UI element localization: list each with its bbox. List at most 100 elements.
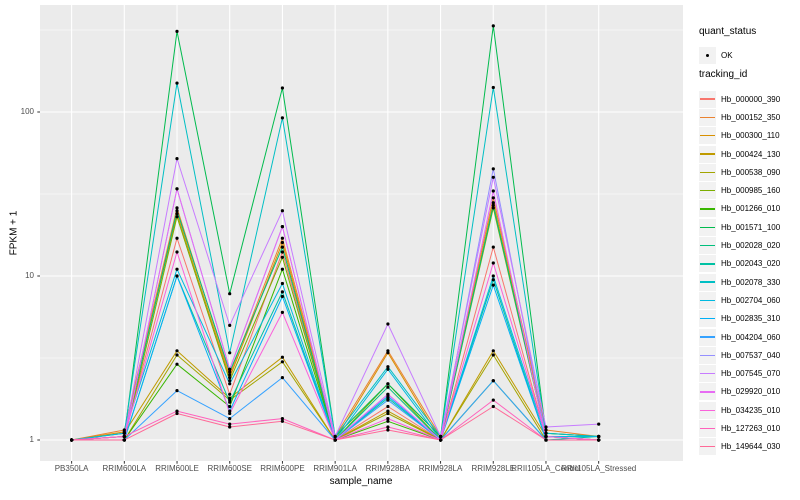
y-tick-label: 1 (29, 435, 34, 444)
data-point (597, 434, 601, 439)
legend-key-swatch (699, 291, 716, 309)
point-icon (705, 53, 710, 58)
line-swatch-icon (700, 427, 715, 430)
x-tick-label: RRIM600PE (260, 464, 305, 473)
legend-key-swatch (699, 108, 716, 126)
data-point (280, 245, 284, 249)
data-point (386, 382, 390, 386)
legend-item-label: Hb_007545_070 (721, 369, 781, 379)
data-point (491, 167, 495, 171)
x-tick-label: RRIM600LE (155, 464, 199, 473)
data-point (228, 292, 232, 296)
data-point (175, 349, 179, 353)
legend-key-swatch (699, 145, 716, 163)
data-point (228, 404, 232, 409)
x-tick-label: RRIM600LA (102, 464, 147, 473)
legend-item-label: Hb_002835_310 (721, 314, 781, 324)
data-point (280, 267, 284, 271)
legend-item: Hb_001571_100 (699, 218, 780, 236)
legend-item: Hb_007545_070 (699, 364, 781, 383)
legend-key-swatch (699, 383, 716, 401)
legend-tracking-id-title: tracking_id (699, 69, 748, 80)
x-tick-label: RRIM600SE (207, 464, 252, 473)
data-point (122, 431, 126, 435)
data-point (439, 438, 443, 442)
data-point (386, 385, 390, 389)
legend-item: Hb_127263_010 (699, 419, 780, 437)
data-point (280, 86, 284, 90)
legend-item: Hb_001266_010 (699, 200, 780, 218)
x-tick-label: RRIM928LA (418, 464, 463, 473)
data-point (386, 367, 390, 371)
legend-item: Hb_029920_010 (699, 383, 780, 401)
data-point (175, 250, 179, 254)
legend-item-label: Hb_002043_020 (721, 259, 781, 269)
data-point (228, 376, 232, 380)
line-swatch-icon (700, 208, 715, 210)
legend-item-label: Hb_149644_030 (721, 442, 781, 452)
line-swatch-icon (700, 281, 715, 283)
data-point (228, 422, 232, 426)
legend-item: Hb_000538_090 (699, 163, 780, 181)
line-swatch-icon (700, 391, 715, 393)
line-swatch-icon (700, 226, 715, 228)
data-point (386, 419, 390, 423)
line-swatch-icon (700, 446, 715, 448)
legend-item-label: Hb_000000_390 (721, 94, 781, 104)
data-point (333, 434, 337, 439)
data-point (175, 157, 179, 161)
data-point (228, 409, 232, 413)
line-swatch-icon (700, 372, 715, 375)
legend-item-label: Hb_000538_090 (721, 167, 781, 177)
legend-item: Hb_002043_020 (699, 255, 780, 273)
data-point (544, 425, 548, 429)
data-point (228, 351, 232, 355)
data-point (280, 255, 284, 259)
y-tick-label: 10 (25, 271, 34, 280)
legend-key-swatch (699, 310, 716, 328)
data-point (280, 417, 284, 421)
data-point (491, 245, 495, 249)
data-point (175, 236, 179, 240)
legend-item: Hb_149644_030 (699, 438, 780, 456)
legend-item-label: Hb_002078_330 (721, 277, 781, 287)
data-point (175, 212, 179, 216)
data-point (280, 360, 284, 364)
legend-key-swatch (699, 365, 716, 383)
legend-item-label: Hb_002704_060 (721, 295, 781, 305)
legend-key-swatch (699, 346, 716, 364)
legend-item-label: Hb_000424_130 (721, 149, 781, 159)
data-point (175, 353, 179, 357)
data-point (491, 196, 495, 200)
data-point (491, 206, 495, 210)
legend-key-swatch (699, 218, 716, 236)
legend-item-label: Hb_001266_010 (721, 204, 781, 214)
data-point (491, 175, 495, 179)
data-point (439, 434, 443, 439)
data-point (544, 438, 548, 442)
data-point (491, 201, 495, 205)
legend-key (699, 47, 716, 64)
line-swatch-icon (700, 171, 715, 174)
legend-item-label: Hb_001571_100 (721, 222, 781, 232)
legend-item-label: Hb_000985_160 (721, 186, 781, 196)
data-point (491, 24, 495, 28)
data-point (228, 370, 232, 374)
data-point (280, 419, 284, 423)
data-point (491, 283, 495, 287)
data-point (386, 392, 390, 396)
legend-item: Hb_034235_010 (699, 401, 780, 419)
data-point (175, 81, 179, 85)
legend-item-label: Hb_002028_020 (721, 241, 781, 251)
y-axis-title: FPKM + 1 (8, 210, 20, 256)
data-point (491, 278, 495, 282)
data-point (386, 322, 390, 326)
legend-item: Hb_002078_330 (699, 273, 780, 291)
legend-item: Hb_000152_350 (699, 108, 780, 126)
x-tick-label: RRII105LA_Control (511, 464, 581, 473)
data-point (175, 29, 179, 33)
x-tick-label: RRII105LA_Stressed (561, 464, 637, 473)
data-point (175, 187, 179, 191)
data-point (228, 379, 232, 383)
